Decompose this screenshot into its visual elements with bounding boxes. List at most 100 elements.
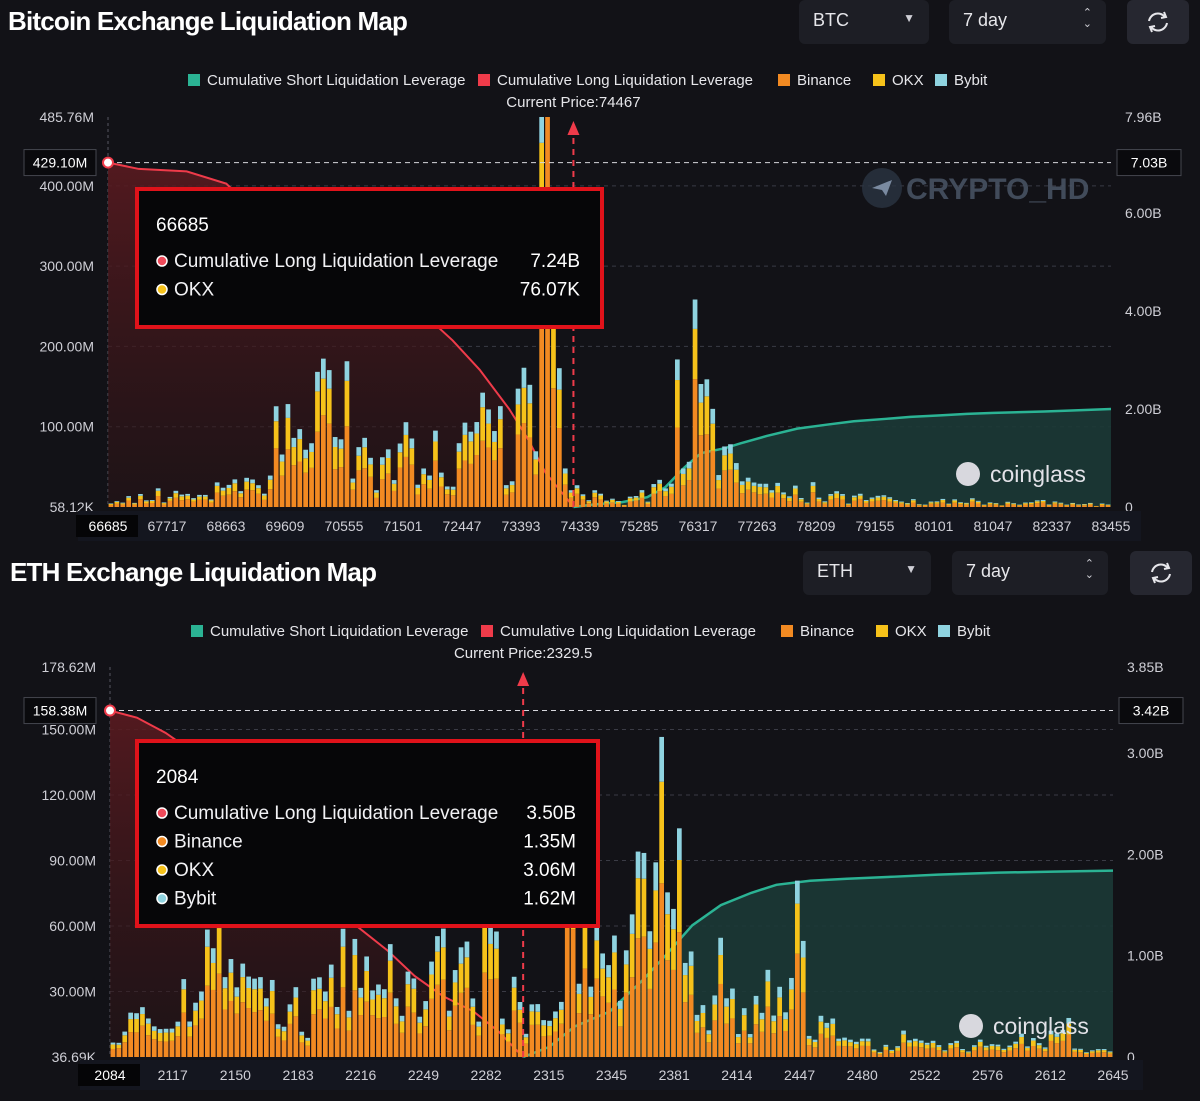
binance-bar: [716, 488, 721, 507]
binance-bar: [568, 497, 574, 507]
bybit-bar: [362, 437, 367, 448]
binance-bar: [1072, 1051, 1077, 1057]
bybit-bar: [387, 944, 393, 961]
okx-bar: [722, 455, 727, 471]
okx-bar: [323, 1001, 328, 1019]
bybit-bar: [146, 1018, 151, 1024]
binance-bar: [328, 1006, 334, 1057]
bybit-bar: [547, 1020, 552, 1027]
bybit-bar: [456, 443, 462, 452]
okx-bar: [122, 1035, 128, 1043]
tooltip-value: 7.24B: [530, 251, 580, 272]
bybit-bar: [657, 479, 662, 484]
binance-bar: [610, 502, 615, 507]
okx-bar: [387, 960, 393, 993]
legend-label: Bybit: [957, 623, 991, 640]
binance-bar: [498, 448, 503, 507]
bybit-bar: [893, 500, 898, 502]
okx-bar: [480, 407, 485, 441]
bybit-bar: [594, 922, 600, 941]
okx-bar: [110, 1044, 116, 1049]
okx-bar: [765, 981, 771, 1007]
binance-bar: [734, 482, 739, 507]
tooltip-value: 76.07K: [520, 280, 581, 301]
refresh-button[interactable]: [1127, 0, 1189, 44]
period-select[interactable]: 7 day ⌃ ⌄: [952, 551, 1108, 595]
bybit-bar: [163, 1028, 169, 1033]
bybit-bar: [1036, 1043, 1042, 1046]
okx-bar: [665, 914, 670, 961]
binance-bar: [144, 503, 149, 507]
bybit-bar: [281, 1026, 287, 1032]
okx-bar: [1095, 1050, 1101, 1053]
okx-bar: [529, 1011, 535, 1025]
binance-bar: [960, 1052, 965, 1057]
okx-bar: [777, 997, 782, 1017]
binance-bar: [275, 1036, 281, 1057]
okx-bar: [970, 499, 975, 502]
binance-bar: [757, 494, 763, 507]
okx-bar: [753, 1004, 759, 1025]
okx-bar: [126, 497, 131, 501]
okx-bar: [1070, 503, 1075, 505]
symbol-select[interactable]: ETH ▼: [803, 551, 931, 595]
okx-bar: [954, 1043, 959, 1048]
okx-bar: [521, 387, 527, 424]
binance-bar: [169, 1040, 175, 1057]
okx-bar: [757, 486, 763, 495]
okx-bar: [1031, 1040, 1036, 1047]
binance-bar: [836, 1045, 841, 1057]
binance-bar: [332, 469, 338, 507]
okx-bar: [592, 492, 598, 498]
period-select[interactable]: 7 day ⌃ ⌄: [949, 0, 1106, 44]
bybit-bar: [110, 1042, 116, 1045]
bybit-bar: [899, 501, 904, 503]
binance-bar: [258, 1010, 263, 1057]
okx-bar: [350, 482, 356, 490]
okx-bar: [285, 417, 291, 450]
okx-bar: [694, 1020, 700, 1033]
okx-bar: [718, 955, 723, 984]
bybit-bar: [1052, 501, 1058, 503]
binance-bar: [1060, 1040, 1066, 1057]
binance-bar: [358, 1015, 364, 1057]
binance-bar: [291, 465, 297, 507]
okx-bar: [981, 504, 987, 506]
bybit-bar: [214, 482, 220, 486]
bybit-bar: [155, 488, 161, 491]
okx-bar: [562, 473, 568, 485]
symbol-select[interactable]: BTC ▼: [799, 0, 929, 44]
x-axis-tick: 70555: [325, 518, 364, 534]
bybit-bar: [739, 481, 745, 485]
binance-bar: [863, 502, 869, 507]
binance-bar: [492, 460, 497, 507]
binance-bar: [226, 494, 232, 507]
okx-bar: [403, 434, 409, 457]
okx-bar: [411, 988, 417, 1013]
binance-bar: [462, 460, 468, 507]
binance-bar: [515, 434, 521, 507]
binance-bar: [228, 1000, 234, 1057]
okx-bar: [163, 1032, 169, 1042]
okx-bar: [409, 448, 415, 465]
bybit-bar: [417, 1016, 423, 1023]
bybit-bar: [663, 488, 668, 492]
refresh-button[interactable]: [1130, 551, 1192, 595]
bybit-bar: [380, 457, 385, 465]
x-axis-tick: 2576: [972, 1067, 1003, 1083]
binance-bar: [216, 973, 222, 1057]
binance-bar: [264, 1020, 269, 1057]
okx-bar: [173, 493, 179, 498]
binance-bar: [474, 455, 480, 507]
legend-label: Cumulative Short Liquidation Leverage: [210, 623, 469, 640]
okx-bar: [167, 498, 173, 501]
bybit-bar: [411, 978, 417, 989]
bybit-bar: [612, 935, 617, 953]
binance-bar: [966, 1053, 971, 1057]
binance-bar: [1078, 1052, 1083, 1057]
binance-bar: [269, 1013, 275, 1057]
binance-bar: [1052, 503, 1058, 507]
x-axis-tick: 81047: [974, 518, 1013, 534]
bybit-bar: [1078, 1048, 1083, 1050]
x-axis-tick: 2216: [345, 1067, 376, 1083]
